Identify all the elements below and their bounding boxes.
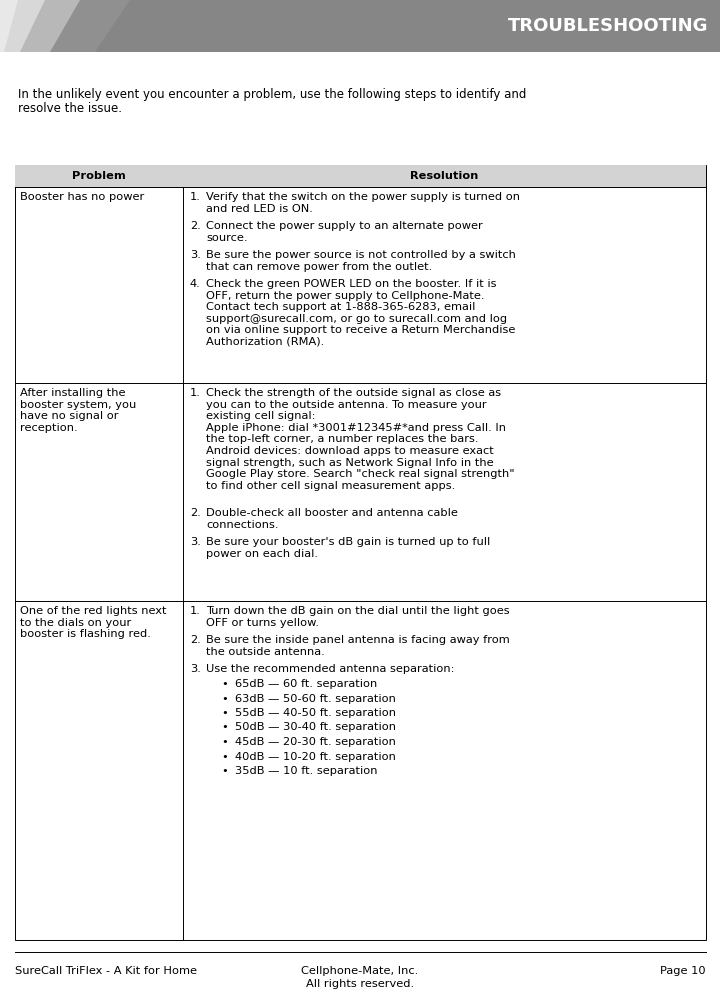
Text: resolve the issue.: resolve the issue. [18, 102, 122, 115]
Text: Check the green POWER LED on the booster. If it is
OFF, return the power supply : Check the green POWER LED on the booster… [206, 279, 516, 347]
Text: 1.: 1. [190, 192, 201, 202]
Text: Connect the power supply to an alternate power
source.: Connect the power supply to an alternate… [206, 221, 482, 243]
Text: •: • [221, 766, 228, 776]
Text: Be sure the power source is not controlled by a switch
that can remove power fro: Be sure the power source is not controll… [206, 250, 516, 272]
Text: •: • [221, 693, 228, 703]
Text: Check the strength of the outside signal as close as
you can to the outside ante: Check the strength of the outside signal… [206, 388, 515, 491]
Text: 1.: 1. [190, 388, 201, 398]
Text: •: • [221, 708, 228, 718]
Text: 55dB — 40-50 ft. separation: 55dB — 40-50 ft. separation [235, 708, 396, 718]
Text: 63dB — 50-60 ft. separation: 63dB — 50-60 ft. separation [235, 693, 396, 703]
Text: 4.: 4. [190, 279, 201, 289]
Text: 3.: 3. [190, 664, 201, 674]
Text: 2.: 2. [190, 635, 201, 645]
Text: Page 10: Page 10 [660, 966, 706, 976]
Text: Booster has no power: Booster has no power [20, 192, 144, 202]
Text: Resolution: Resolution [410, 171, 479, 181]
Text: After installing the
booster system, you
have no signal or
reception.: After installing the booster system, you… [20, 388, 136, 433]
Text: •: • [221, 679, 228, 689]
Bar [15, 165, 706, 187]
Text: 65dB — 60 ft. separation: 65dB — 60 ft. separation [235, 679, 377, 689]
Text: One of the red lights next
to the dials on your
booster is flashing red.: One of the red lights next to the dials … [20, 606, 166, 639]
Polygon shape [0, 0, 45, 52]
Text: 1.: 1. [190, 606, 201, 616]
Text: Be sure your booster's dB gain is turned up to full
power on each dial.: Be sure your booster's dB gain is turned… [206, 537, 490, 558]
Text: Turn down the dB gain on the dial until the light goes
OFF or turns yellow.: Turn down the dB gain on the dial until … [206, 606, 510, 627]
Text: Verify that the switch on the power supply is turned on
and red LED is ON.: Verify that the switch on the power supp… [206, 192, 520, 214]
Text: TROUBLESHOOTING: TROUBLESHOOTING [508, 17, 708, 35]
Text: 2.: 2. [190, 508, 201, 518]
Text: 40dB — 10-20 ft. separation: 40dB — 10-20 ft. separation [235, 751, 396, 761]
Polygon shape [0, 0, 80, 52]
Bar [15, 165, 706, 940]
Text: 50dB — 30-40 ft. separation: 50dB — 30-40 ft. separation [235, 722, 396, 732]
Polygon shape [0, 0, 18, 52]
Text: •: • [221, 722, 228, 732]
Text: Problem: Problem [72, 171, 126, 181]
Text: 3.: 3. [190, 537, 201, 547]
Text: •: • [221, 751, 228, 761]
Text: All rights reserved.: All rights reserved. [306, 979, 414, 989]
Text: Be sure the inside panel antenna is facing away from
the outside antenna.: Be sure the inside panel antenna is faci… [206, 635, 510, 656]
Text: Use the recommended antenna separation:: Use the recommended antenna separation: [206, 664, 454, 674]
Text: Cellphone-Mate, Inc.: Cellphone-Mate, Inc. [302, 966, 418, 976]
Text: 35dB — 10 ft. separation: 35dB — 10 ft. separation [235, 766, 377, 776]
Text: 2.: 2. [190, 221, 201, 231]
Text: •: • [221, 737, 228, 747]
Text: SureCall TriFlex - A Kit for Home: SureCall TriFlex - A Kit for Home [15, 966, 197, 976]
Text: 3.: 3. [190, 250, 201, 260]
Text: Double-check all booster and antenna cable
connections.: Double-check all booster and antenna cab… [206, 508, 458, 529]
Polygon shape [0, 0, 130, 52]
Bar [0, 0, 720, 52]
Text: 45dB — 20-30 ft. separation: 45dB — 20-30 ft. separation [235, 737, 396, 747]
Text: In the unlikely event you encounter a problem, use the following steps to identi: In the unlikely event you encounter a pr… [18, 88, 526, 101]
